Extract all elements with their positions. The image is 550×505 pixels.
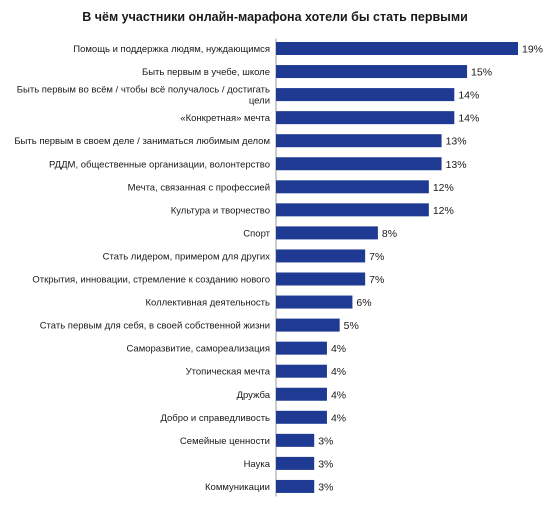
value-label: 19% (522, 44, 543, 56)
value-label: 7% (369, 274, 384, 286)
bar (276, 456, 315, 470)
category-label: Стать первым для себя, в своей собственн… (40, 321, 270, 332)
category-label: «Конкретная» мечта (180, 113, 270, 124)
value-label: 3% (318, 435, 333, 447)
category-label: цели (249, 96, 270, 107)
value-label: 15% (471, 67, 492, 79)
bar (276, 180, 429, 194)
bar (276, 88, 455, 102)
value-label: 3% (318, 458, 333, 470)
bar (276, 42, 518, 55)
value-label: 7% (369, 251, 384, 263)
bar (276, 249, 366, 263)
chart-title: В чём участники онлайн-марафона хотели б… (82, 10, 468, 24)
value-label: 8% (382, 228, 397, 240)
value-label: 4% (331, 343, 346, 355)
bar (276, 65, 468, 79)
value-label: 14% (458, 90, 479, 102)
value-label: 13% (446, 136, 467, 148)
value-label: 12% (433, 205, 454, 217)
category-label: Мечта, связанная с профессией (128, 182, 270, 193)
category-label: Помощь и поддержка людям, нуждающимся (73, 44, 270, 55)
value-label: 12% (433, 182, 454, 194)
value-label: 4% (331, 389, 346, 401)
bar (276, 318, 340, 332)
bar (276, 410, 327, 424)
category-label: Саморазвитие, самореализация (126, 344, 270, 355)
bar (276, 387, 327, 401)
bar (276, 341, 327, 355)
value-label: 4% (331, 366, 346, 378)
category-label: Быть первым во всём / чтобы всё получало… (17, 85, 270, 96)
category-label: Утопическая мечта (186, 367, 271, 378)
bar (276, 272, 366, 286)
bar (276, 157, 442, 171)
category-label: Наука (244, 459, 271, 470)
category-label: Добро и справедливость (160, 413, 270, 424)
value-label: 3% (318, 481, 333, 493)
bar (276, 226, 378, 240)
value-label: 14% (458, 113, 479, 125)
bar (276, 479, 315, 493)
bar (276, 111, 455, 125)
value-label: 4% (331, 412, 346, 424)
category-label: Коллективная деятельность (145, 298, 270, 309)
category-label: Культура и творчество (171, 205, 270, 216)
category-label: РДДМ, общественные организации, волонтер… (49, 159, 270, 170)
bar (276, 295, 353, 309)
category-label: Стать лидером, примером для других (103, 251, 271, 262)
bar (276, 134, 442, 148)
value-label: 13% (446, 159, 467, 171)
category-label: Дружба (237, 390, 271, 401)
category-label: Быть первым в своем деле / заниматься лю… (14, 136, 270, 147)
bar (276, 433, 315, 447)
value-label: 6% (356, 297, 371, 309)
bar (276, 203, 429, 217)
category-label: Спорт (243, 228, 270, 239)
value-label: 5% (344, 320, 359, 332)
category-label: Открытия, инновации, стремление к создан… (32, 275, 270, 286)
category-label: Коммуникации (205, 482, 270, 493)
category-label: Семейные ценности (180, 436, 270, 447)
bar (276, 364, 327, 378)
category-label: Быть первым в учебе, школе (142, 67, 270, 78)
